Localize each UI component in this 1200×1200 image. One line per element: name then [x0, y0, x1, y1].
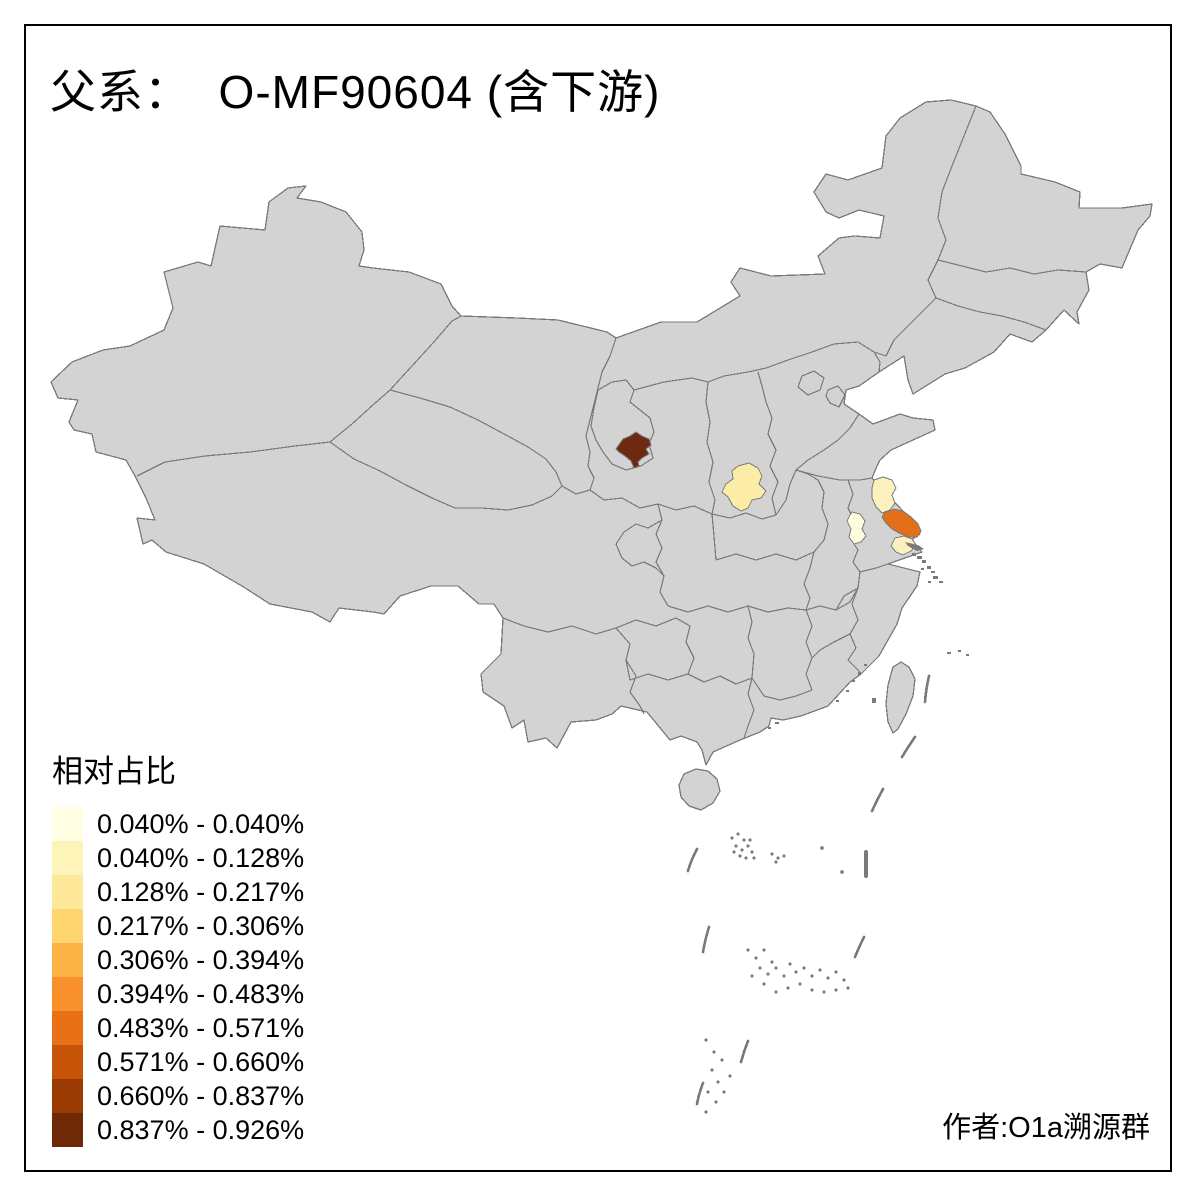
legend-rows: 0.040% - 0.040% 0.040% - 0.128% 0.128% -…	[52, 807, 304, 1147]
china-mainland	[50, 99, 1153, 766]
hainan-island	[678, 768, 721, 811]
legend-label: 0.571% - 0.660%	[97, 1046, 305, 1077]
legend-swatch	[52, 943, 83, 977]
legend-swatch	[52, 1113, 83, 1147]
legend-row: 0.660% - 0.837%	[52, 1079, 304, 1113]
legend-swatch	[52, 807, 83, 841]
region-central-jiangsu-orange	[881, 508, 922, 538]
nine-dash-line	[686, 674, 931, 1106]
legend-row: 0.571% - 0.660%	[52, 1045, 304, 1079]
legend-label: 0.660% - 0.837%	[97, 1080, 305, 1111]
legend-label: 0.837% - 0.926%	[97, 1114, 305, 1145]
province-borders	[136, 105, 1087, 739]
legend-row: 0.128% - 0.217%	[52, 875, 304, 909]
region-gansu-dark	[615, 431, 652, 469]
legend-row: 0.040% - 0.040%	[52, 807, 304, 841]
legend-swatch	[52, 909, 83, 943]
legend-label: 0.394% - 0.483%	[97, 978, 305, 1009]
legend-label: 0.040% - 0.040%	[97, 808, 305, 839]
legend-row: 0.837% - 0.926%	[52, 1113, 304, 1147]
colored-prefectures	[615, 431, 922, 556]
legend-swatch	[52, 841, 83, 875]
legend-label: 0.217% - 0.306%	[97, 910, 305, 941]
legend-label: 0.040% - 0.128%	[97, 842, 305, 873]
mainland-group	[50, 99, 1153, 811]
legend-row: 0.040% - 0.128%	[52, 841, 304, 875]
taiwan-island	[885, 661, 916, 734]
legend-title: 相对占比	[52, 754, 176, 789]
legend: 相对占比 0.040% - 0.040% 0.040% - 0.128% 0.1…	[52, 746, 304, 1147]
legend-label: 0.483% - 0.571%	[97, 1012, 305, 1043]
region-south-jiangsu-pale	[890, 535, 917, 556]
south-china-sea-islands	[704, 832, 850, 1114]
legend-swatch	[52, 875, 83, 909]
region-east-anhui-pale	[846, 511, 867, 545]
legend-row: 0.483% - 0.571%	[52, 1011, 304, 1045]
legend-swatch	[52, 977, 83, 1011]
legend-row: 0.217% - 0.306%	[52, 909, 304, 943]
legend-label: 0.306% - 0.394%	[97, 944, 305, 975]
region-shanxi-pale	[721, 462, 767, 512]
legend-label: 0.128% - 0.217%	[97, 876, 305, 907]
coastal-islets	[768, 542, 969, 729]
legend-row: 0.306% - 0.394%	[52, 943, 304, 977]
legend-row: 0.394% - 0.483%	[52, 977, 304, 1011]
legend-swatch	[52, 1045, 83, 1079]
region-north-jiangsu-pale	[871, 476, 897, 514]
page-title: 父系： O-MF90604 (含下游)	[50, 66, 661, 118]
attribution-text: 作者:O1a溯源群	[942, 1112, 1150, 1144]
legend-swatch	[52, 1079, 83, 1113]
legend-swatch	[52, 1011, 83, 1045]
